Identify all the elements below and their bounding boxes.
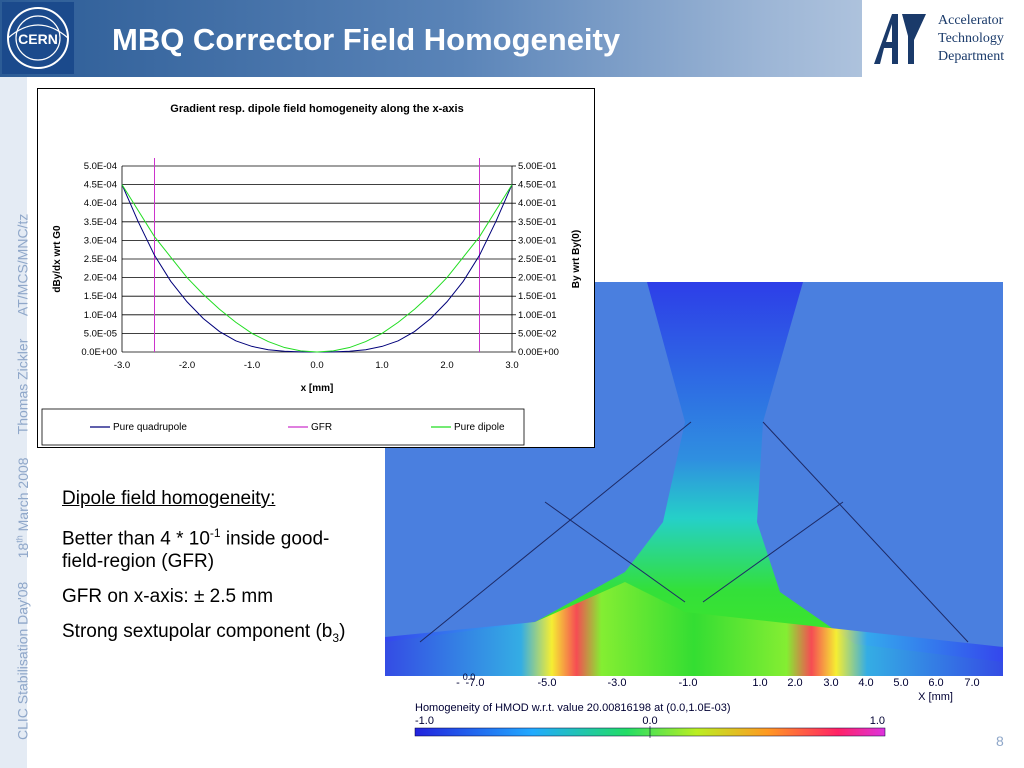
atd-line-1: Accelerator (938, 13, 1004, 28)
y-tick-label: 4.0E-04 (84, 198, 117, 209)
fem-xtick: 7.0 (964, 677, 979, 689)
x-tick-label: 0.0 (310, 360, 323, 371)
fem-xtick: 4.0 (858, 677, 873, 689)
y2-tick-label: 4.00E-01 (518, 198, 557, 209)
slide-title: MBQ Corrector Field Homogeneity (112, 22, 621, 57)
body-heading: Dipole field homogeneity: (62, 488, 276, 509)
fem-xtick: -3.0 (608, 677, 627, 689)
chart-y2label: By wrt By(0) (571, 230, 582, 288)
y2-tick-label: 5.00E-02 (518, 328, 557, 339)
chart-xlabel: x [mm] (301, 383, 334, 394)
fem-scale-mid: 0.0 (642, 715, 657, 727)
atd-line-2: Technology (938, 31, 1004, 46)
fem-xtick: 2.0 (787, 677, 802, 689)
y-tick-label: 2.0E-04 (84, 273, 117, 284)
fem-scale-min: -1.0 (415, 715, 434, 727)
chart-ylabel: dBy/dx wrt G0 (52, 225, 63, 293)
fem-xlabel: X [mm] (918, 691, 953, 703)
y2-tick-label: 0.00E+00 (518, 347, 559, 358)
chart-title: Gradient resp. dipole field homogeneity … (170, 103, 463, 115)
y-tick-label: 1.0E-04 (84, 310, 117, 321)
sidebar-author: Thomas Zickler (14, 338, 31, 435)
fem-xtick: 5.0 (893, 677, 908, 689)
fem-xtick: 3.0 (823, 677, 838, 689)
y-tick-label: 5.0E-04 (84, 161, 117, 172)
y-tick-label: 4.5E-04 (84, 180, 117, 191)
fem-xtick: -5.0 (538, 677, 557, 689)
chart-svg: Gradient resp. dipole field homogeneity … (41, 103, 582, 446)
series-line-pure-dipole (121, 184, 513, 353)
body-sextupole: Strong sextupolar component (b3) (62, 621, 346, 646)
y-tick-label: 0.0E+00 (81, 347, 117, 358)
x-tick-label: -1.0 (244, 360, 260, 371)
svg-text:CERN: CERN (18, 31, 58, 47)
body-text: Dipole field homogeneity: Better than 4 … (62, 487, 362, 662)
legend-label: GFR (311, 422, 332, 433)
y-tick-label: 1.5E-04 (84, 291, 117, 302)
y2-tick-label: 3.50E-01 (518, 217, 557, 228)
cern-logo: CERN (2, 2, 74, 74)
sidebar-date: 18th March 2008 (14, 457, 31, 559)
atd-line-3: Department (938, 49, 1005, 64)
fem-xtick: 1.0 (752, 677, 767, 689)
x-tick-label: 3.0 (505, 360, 518, 371)
body-gfr: GFR on x-axis: ± 2.5 mm (62, 586, 274, 608)
body-homogeneity: Better than 4 * 10-1 inside good-field-r… (62, 526, 330, 573)
fem-homogeneity-plot: - -7.0 -5.0 -3.0 -1.0 1.0 2.0 3.0 4.0 5.… (385, 282, 1003, 738)
y2-tick-label: 5.00E-01 (518, 161, 557, 172)
x-tick-label: 2.0 (440, 360, 453, 371)
y-tick-label: 3.0E-04 (84, 235, 117, 246)
svg-text:-: - (456, 677, 460, 689)
y2-tick-label: 4.50E-01 (518, 180, 557, 191)
series-line-pure-quadrupole (121, 184, 513, 353)
fem-xtick: -7.0 (466, 677, 485, 689)
homogeneity-chart: Gradient resp. dipole field homogeneity … (37, 88, 595, 448)
y2-tick-label: 2.00E-01 (518, 273, 557, 284)
fem-xtick: 6.0 (928, 677, 943, 689)
fem-origin: 0.0 (463, 672, 476, 682)
sidebar-event: CLIC Stabilisation Day'08 (14, 581, 31, 740)
sidebar-band (0, 77, 27, 768)
x-tick-label: -2.0 (179, 360, 195, 371)
y-tick-label: 5.0E-05 (84, 328, 117, 339)
y2-tick-label: 1.00E-01 (518, 310, 557, 321)
legend-label: Pure quadrupole (113, 422, 187, 433)
page-number: 8 (996, 733, 1004, 749)
slide-header: CERN MBQ Corrector Field Homogeneity Acc… (0, 0, 1024, 77)
y2-tick-label: 1.50E-01 (518, 291, 557, 302)
x-tick-label: 1.0 (375, 360, 388, 371)
x-tick-label: -3.0 (114, 360, 130, 371)
fem-caption: Homogeneity of HMOD w.r.t. value 20.0081… (415, 702, 731, 714)
y2-tick-label: 2.50E-01 (518, 254, 557, 265)
legend-label: Pure dipole (454, 422, 505, 433)
y-tick-label: 2.5E-04 (84, 254, 117, 265)
sidebar-text: CLIC Stabilisation Day'08 18th March 200… (14, 214, 31, 740)
sidebar-group: AT/MCS/MNC/tz (14, 213, 31, 317)
y2-tick-label: 3.00E-01 (518, 235, 557, 246)
fem-scale-max: 1.0 (870, 715, 885, 727)
fem-xtick: -1.0 (679, 677, 698, 689)
atd-logo: Accelerator Technology Department (862, 0, 1024, 77)
y-tick-label: 3.5E-04 (84, 217, 117, 228)
